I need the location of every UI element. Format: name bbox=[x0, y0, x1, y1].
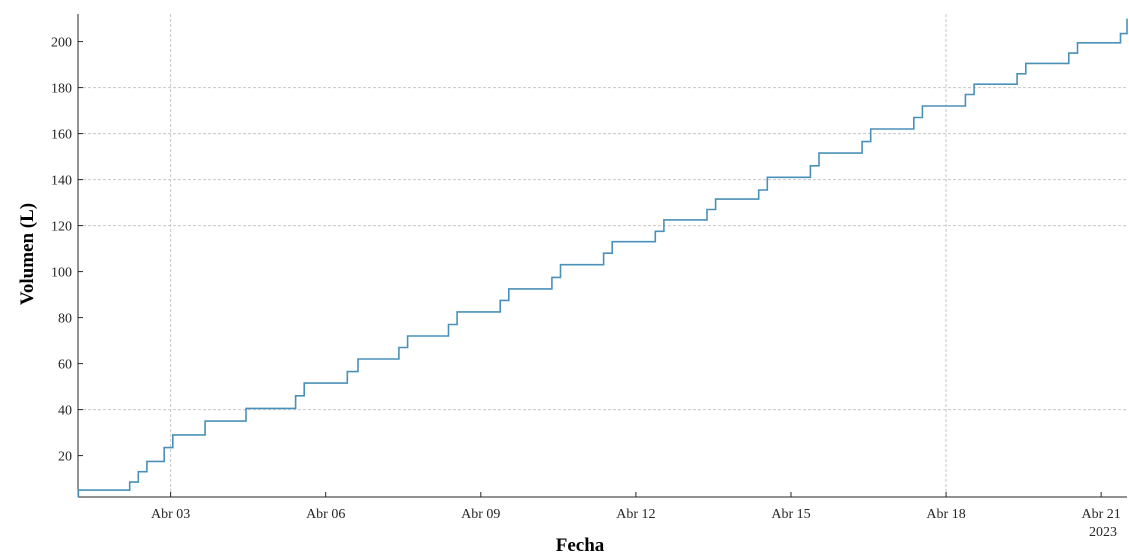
y-tick-label-80: 80 bbox=[58, 312, 72, 327]
x-tick-label-2023-04-18: Abr 18 bbox=[926, 507, 965, 522]
series-line-0 bbox=[77, 18, 1128, 498]
year-label: 2023 bbox=[1089, 525, 1117, 540]
ticks: 20 40 60 80 100 120 140 160 180 200 Abr 03 Abr 06 Ab… bbox=[51, 36, 1121, 522]
x-tick-label-2023-04-15: Abr 15 bbox=[771, 507, 810, 522]
y-tick-label-160: 160 bbox=[51, 128, 72, 143]
x-axis-label: Fecha bbox=[556, 535, 605, 555]
x-tick-label-2023-04-21: Abr 21 bbox=[1082, 507, 1121, 522]
y-tick-label-180: 180 bbox=[51, 82, 72, 97]
y-tick-label-20: 20 bbox=[58, 450, 72, 465]
grid bbox=[78, 14, 1127, 497]
y-axis-label: Volumen (L) bbox=[17, 203, 38, 305]
y-tick-label-60: 60 bbox=[58, 358, 72, 373]
y-tick-label-100: 100 bbox=[51, 266, 72, 281]
x-tick-label-2023-04-09: Abr 09 bbox=[461, 507, 500, 522]
x-tick-label-2023-04-12: Abr 12 bbox=[616, 507, 655, 522]
y-tick-label-120: 120 bbox=[51, 220, 72, 235]
y-tick-label-140: 140 bbox=[51, 174, 72, 189]
axes bbox=[77, 14, 1127, 498]
x-tick-label-2023-04-06: Abr 06 bbox=[306, 507, 345, 522]
x-tick-label-2023-04-03: Abr 03 bbox=[151, 507, 190, 522]
y-tick-label-200: 200 bbox=[51, 36, 72, 51]
series-group bbox=[77, 18, 1128, 498]
y-tick-label-40: 40 bbox=[58, 404, 72, 419]
